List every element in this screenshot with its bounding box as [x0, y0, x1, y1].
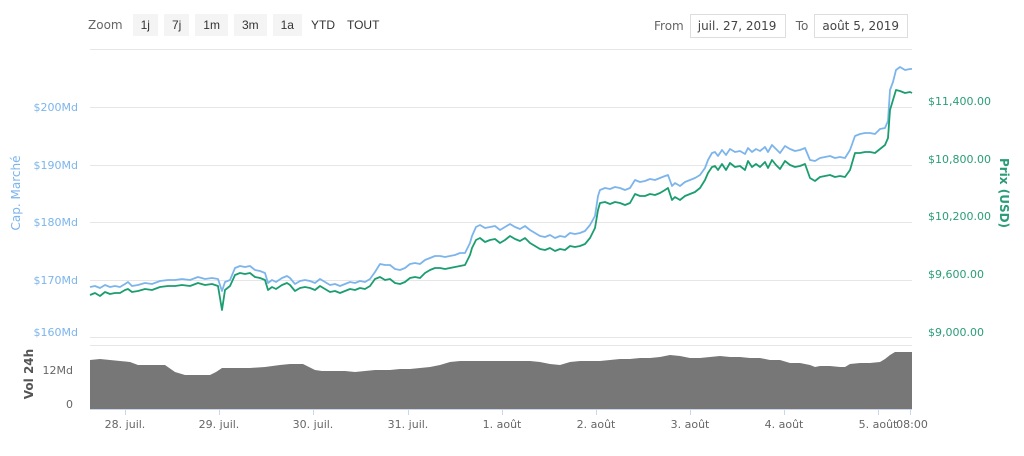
zoom-1d-button[interactable]: 1j [132, 14, 158, 36]
right-axis-title: Prix (USD) [997, 158, 1011, 228]
left-axis: $200Md $190Md $180Md $170Md $160Md Cap. … [9, 101, 78, 339]
right-tick-11400: $11,400.00 [928, 95, 991, 108]
right-tick-10200: $10,200.00 [928, 210, 991, 223]
left-tick-190: $190Md [34, 159, 78, 172]
x-tick-30-juil: 30. juil. [293, 418, 334, 431]
zoom-7d-button[interactable]: 7j [163, 14, 190, 36]
volume-tick-12: 12Md [43, 364, 73, 377]
right-tick-9000: $9,000.00 [928, 326, 984, 339]
right-tick-10800: $10,800.00 [928, 153, 991, 166]
x-axis [125, 409, 911, 415]
x-tick-4-aout: 4. août [765, 418, 804, 431]
x-tick-29-juil: 29. juil. [199, 418, 240, 431]
x-tick-31-juil: 31. juil. [388, 418, 429, 431]
x-tick-3-aout: 3. août [671, 418, 710, 431]
zoom-1y-button[interactable]: 1a [272, 14, 302, 36]
to-date-input[interactable]: août 5, 2019 [814, 14, 909, 38]
zoom-3m-button[interactable]: 3m [233, 14, 267, 36]
zoom-all-button[interactable]: TOUT [344, 14, 382, 36]
left-tick-200: $200Md [34, 101, 78, 114]
gridlines [90, 49, 912, 338]
price-line[interactable] [89, 89, 913, 311]
to-label: To [795, 19, 809, 33]
from-date-input[interactable]: juil. 27, 2019 [689, 14, 786, 38]
zoom-ytd-button[interactable]: YTD [308, 14, 338, 36]
x-tick-2-aout: 2. août [577, 418, 616, 431]
right-axis: $11,400.00 $10,800.00 $10,200.00 $9,600.… [928, 95, 1011, 339]
zoom-toolbar: Zoom 1j 7j 1m 3m 1a YTD TOUT [88, 14, 382, 36]
left-tick-180: $180Md [34, 216, 78, 229]
volume-panel: 12Md 0 Vol 24h [22, 345, 912, 411]
left-axis-title: Cap. Marché [9, 156, 23, 231]
left-tick-170: $170Md [34, 274, 78, 287]
zoom-1m-button[interactable]: 1m [195, 14, 228, 36]
x-tick-28-juil: 28. juil. [105, 418, 146, 431]
x-tick-1-aout: 1. août [483, 418, 522, 431]
volume-axis-title: Vol 24h [22, 349, 36, 399]
zoom-label: Zoom [88, 18, 123, 32]
volume-area [90, 352, 912, 409]
from-label: From [654, 19, 684, 33]
date-range-selector: From juil. 27, 2019 To août 5, 2019 [654, 14, 909, 38]
right-tick-9600: $9,600.00 [928, 268, 984, 281]
volume-tick-0: 0 [66, 398, 73, 411]
x-axis-labels: 28. juil. 29. juil. 30. juil. 31. juil. … [105, 418, 928, 431]
left-tick-160: $160Md [34, 326, 78, 339]
x-tick-5-aout: 5. août [859, 418, 898, 431]
market-cap-line[interactable] [89, 66, 912, 292]
x-tick-0800: 08:00 [896, 418, 928, 431]
